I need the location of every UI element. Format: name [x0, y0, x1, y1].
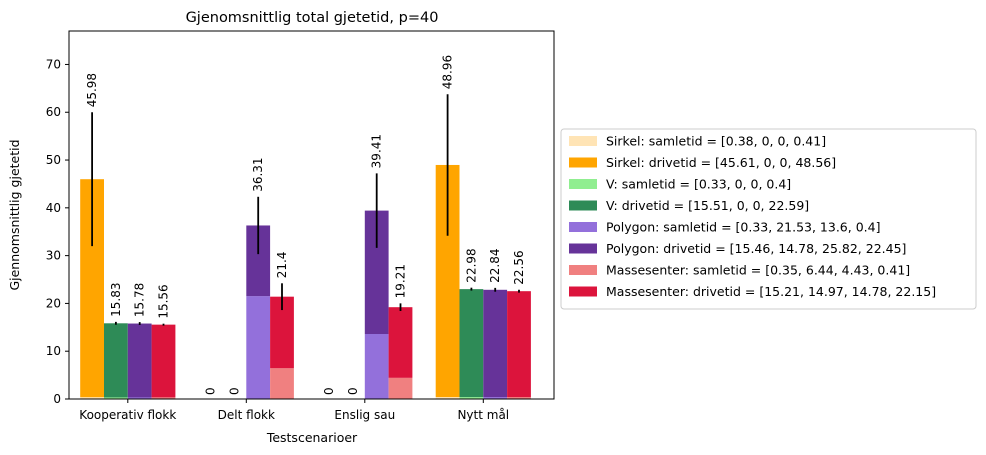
bar-massesenter-drivetid-2 [388, 307, 413, 378]
bar-massesenter-drivetid-0 [151, 324, 176, 398]
data-label-v-1: 0 [227, 387, 241, 395]
bar-sirkel-drivetid-0 [80, 179, 104, 398]
legend-label: Sirkel: samletid = [0.38, 0, 0, 0.41] [606, 134, 826, 149]
plot-frame [68, 30, 555, 400]
x-tick-label: Enslig sau [334, 408, 395, 422]
legend-swatch [569, 222, 597, 232]
bar-polygon-drivetid-3 [483, 289, 508, 398]
x-tick-label: Kooperativ flokk [79, 408, 176, 422]
data-label-v-0: 15.83 [109, 283, 123, 317]
chart-title: Gjenomsnittlig total gjetetid, p=40 [186, 10, 439, 26]
y-tick-label: 10 [46, 344, 61, 358]
bar-massesenter-samletid-1 [270, 368, 294, 399]
bar-v-samletid-3 [459, 397, 484, 399]
x-tick-label: Nytt mål [457, 408, 509, 422]
bar-massesenter-samletid-2 [388, 377, 413, 399]
bar-v-samletid-0 [104, 397, 128, 399]
legend-swatch [569, 136, 597, 146]
legend-swatch [569, 243, 597, 254]
data-label-sirkel-3: 48.96 [441, 55, 455, 89]
data-label-sirkel-2: 0 [322, 387, 336, 395]
bar-sirkel-drivetid-3 [435, 164, 460, 398]
legend-box [560, 128, 977, 310]
data-label-polygon-3: 22.84 [488, 249, 502, 283]
legend-label: Massesenter: drivetid = [15.21, 14.97, 1… [606, 284, 936, 299]
data-label-sirkel-1: 0 [204, 387, 218, 395]
bar-sirkel-samletid-3 [435, 397, 460, 399]
x-tick-label: Delt flokk [218, 408, 275, 422]
legend-label: V: samletid = [0.33, 0, 0, 0.4] [606, 177, 791, 192]
bar-v-drivetid-3 [459, 289, 484, 398]
bar-massesenter-samletid-3 [507, 397, 531, 399]
legend: Sirkel: samletid = [0.38, 0, 0, 0.41] Sir… [560, 128, 977, 310]
legend-swatch [569, 157, 597, 168]
data-label-polygon-0: 15.78 [133, 283, 147, 317]
y-axis-label: Gjennomsnittlig gjetetid [7, 139, 22, 290]
y-tick-label: 70 [46, 57, 61, 71]
data-label-massesenter-1: 21.4 [275, 252, 289, 279]
bar-polygon-drivetid-2 [364, 210, 389, 335]
legend-swatch [569, 286, 597, 297]
legend-swatch [569, 265, 597, 275]
plot-area: 45.98 0 0 48.96 15.83 0 0 22.98 15.78 36.31 39.41 2… [46, 30, 555, 422]
bar-polygon-drivetid-1 [246, 225, 271, 297]
bar-massesenter-drivetid-3 [507, 291, 531, 398]
bar-polygon-samletid-0 [127, 397, 152, 399]
legend-label: Polygon: drivetid = [15.46, 14.78, 25.82… [606, 241, 906, 256]
bar-polygon-samletid-2 [364, 334, 389, 399]
legend-swatch [569, 200, 597, 211]
legend-label: Polygon: samletid = [0.33, 21.53, 13.6, … [606, 220, 880, 235]
legend-label: Massesenter: samletid = [0.35, 6.44, 4.4… [606, 263, 910, 278]
bar-v-drivetid-0 [104, 323, 128, 398]
y-tick-label: 0 [53, 392, 61, 406]
bar-polygon-samletid-1 [246, 296, 271, 399]
data-label-polygon-2: 39.41 [370, 134, 384, 168]
data-label-polygon-1: 36.31 [251, 157, 265, 191]
data-label-massesenter-2: 19.21 [394, 264, 408, 298]
data-label-sirkel-0: 45.98 [85, 73, 99, 107]
bar-polygon-drivetid-0 [127, 323, 152, 398]
y-tick-label: 30 [46, 249, 61, 263]
bar-massesenter-samletid-0 [151, 397, 176, 399]
legend-label: V: drivetid = [15.51, 0, 0, 22.59] [606, 198, 809, 213]
legend-swatch [569, 179, 597, 189]
y-tick-label: 40 [46, 201, 61, 215]
data-label-v-3: 22.98 [464, 248, 478, 282]
data-label-massesenter-0: 15.56 [157, 284, 171, 318]
data-label-v-2: 0 [346, 387, 360, 395]
data-label-massesenter-3: 22.56 [512, 250, 526, 284]
y-tick-label: 50 [46, 153, 61, 167]
legend-label: Sirkel: drivetid = [45.61, 0, 0, 48.56] [606, 155, 836, 170]
y-tick-label: 60 [46, 105, 61, 119]
bar-polygon-samletid-3 [483, 397, 508, 399]
bar-massesenter-drivetid-1 [270, 296, 294, 369]
y-tick-label: 20 [46, 296, 61, 310]
x-axis-label: Testscenarioer [266, 430, 358, 445]
bar-sirkel-samletid-0 [80, 397, 104, 399]
